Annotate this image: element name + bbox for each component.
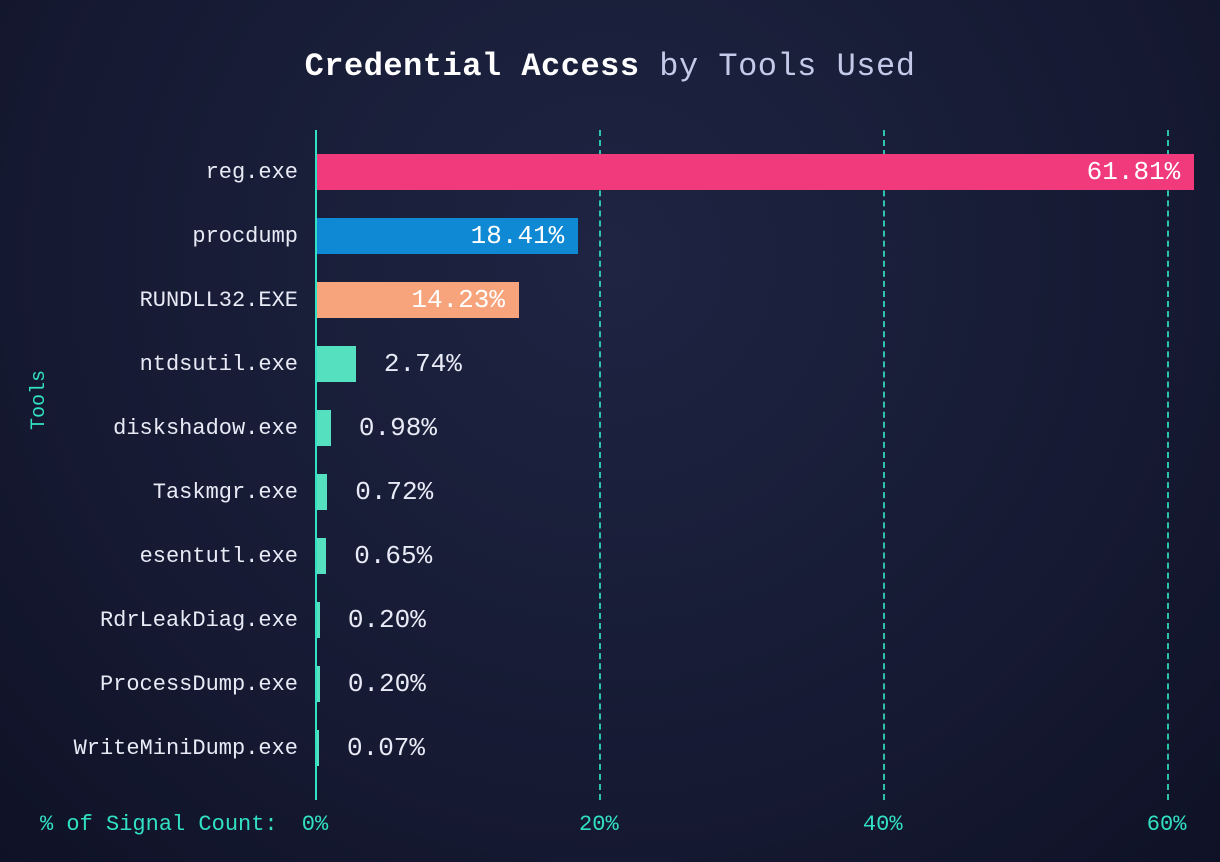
bar-row: 0.65%	[315, 524, 1195, 588]
bar	[317, 666, 320, 702]
category-label: esentutl.exe	[140, 524, 298, 588]
bar	[317, 474, 327, 510]
bar-row: 18.41%	[315, 204, 1195, 268]
x-axis-label: % of Signal Count:	[40, 812, 278, 837]
chart-title-rest: by Tools Used	[640, 48, 916, 85]
bar	[317, 602, 320, 638]
chart-title-bold: Credential Access	[305, 48, 640, 85]
bar	[317, 538, 326, 574]
category-label: reg.exe	[206, 140, 298, 204]
bar	[317, 346, 356, 382]
value-label: 0.65%	[354, 524, 432, 588]
value-label: 61.81%	[317, 140, 1194, 204]
category-label: ntdsutil.exe	[140, 332, 298, 396]
bar	[317, 730, 319, 766]
category-label: ProcessDump.exe	[100, 652, 298, 716]
bar-row: 0.98%	[315, 396, 1195, 460]
bar	[317, 410, 331, 446]
x-tick-label: 0%	[302, 812, 328, 837]
bar-row: 0.72%	[315, 460, 1195, 524]
category-label: RUNDLL32.EXE	[140, 268, 298, 332]
y-axis-label: Tools	[28, 370, 51, 430]
value-label: 18.41%	[317, 204, 578, 268]
x-tick-label: 60%	[1147, 812, 1187, 837]
value-label: 0.07%	[347, 716, 425, 780]
bar-row: 14.23%	[315, 268, 1195, 332]
bar-row: 61.81%	[315, 140, 1195, 204]
category-label: diskshadow.exe	[113, 396, 298, 460]
value-label: 0.72%	[355, 460, 433, 524]
value-label: 0.98%	[359, 396, 437, 460]
plot-area: 61.81%18.41%14.23%2.74%0.98%0.72%0.65%0.…	[315, 130, 1195, 770]
x-tick-label: 20%	[579, 812, 619, 837]
value-label: 0.20%	[348, 588, 426, 652]
category-label: procdump	[192, 204, 298, 268]
category-label: Taskmgr.exe	[153, 460, 298, 524]
value-label: 2.74%	[384, 332, 462, 396]
value-label: 14.23%	[317, 268, 519, 332]
bar-row: 0.07%	[315, 716, 1195, 780]
category-label: RdrLeakDiag.exe	[100, 588, 298, 652]
bar-row: 0.20%	[315, 588, 1195, 652]
category-label: WriteMiniDump.exe	[74, 716, 298, 780]
x-tick-label: 40%	[863, 812, 903, 837]
bar-row: 2.74%	[315, 332, 1195, 396]
chart-title: Credential Access by Tools Used	[0, 48, 1220, 85]
bar-row: 0.20%	[315, 652, 1195, 716]
value-label: 0.20%	[348, 652, 426, 716]
